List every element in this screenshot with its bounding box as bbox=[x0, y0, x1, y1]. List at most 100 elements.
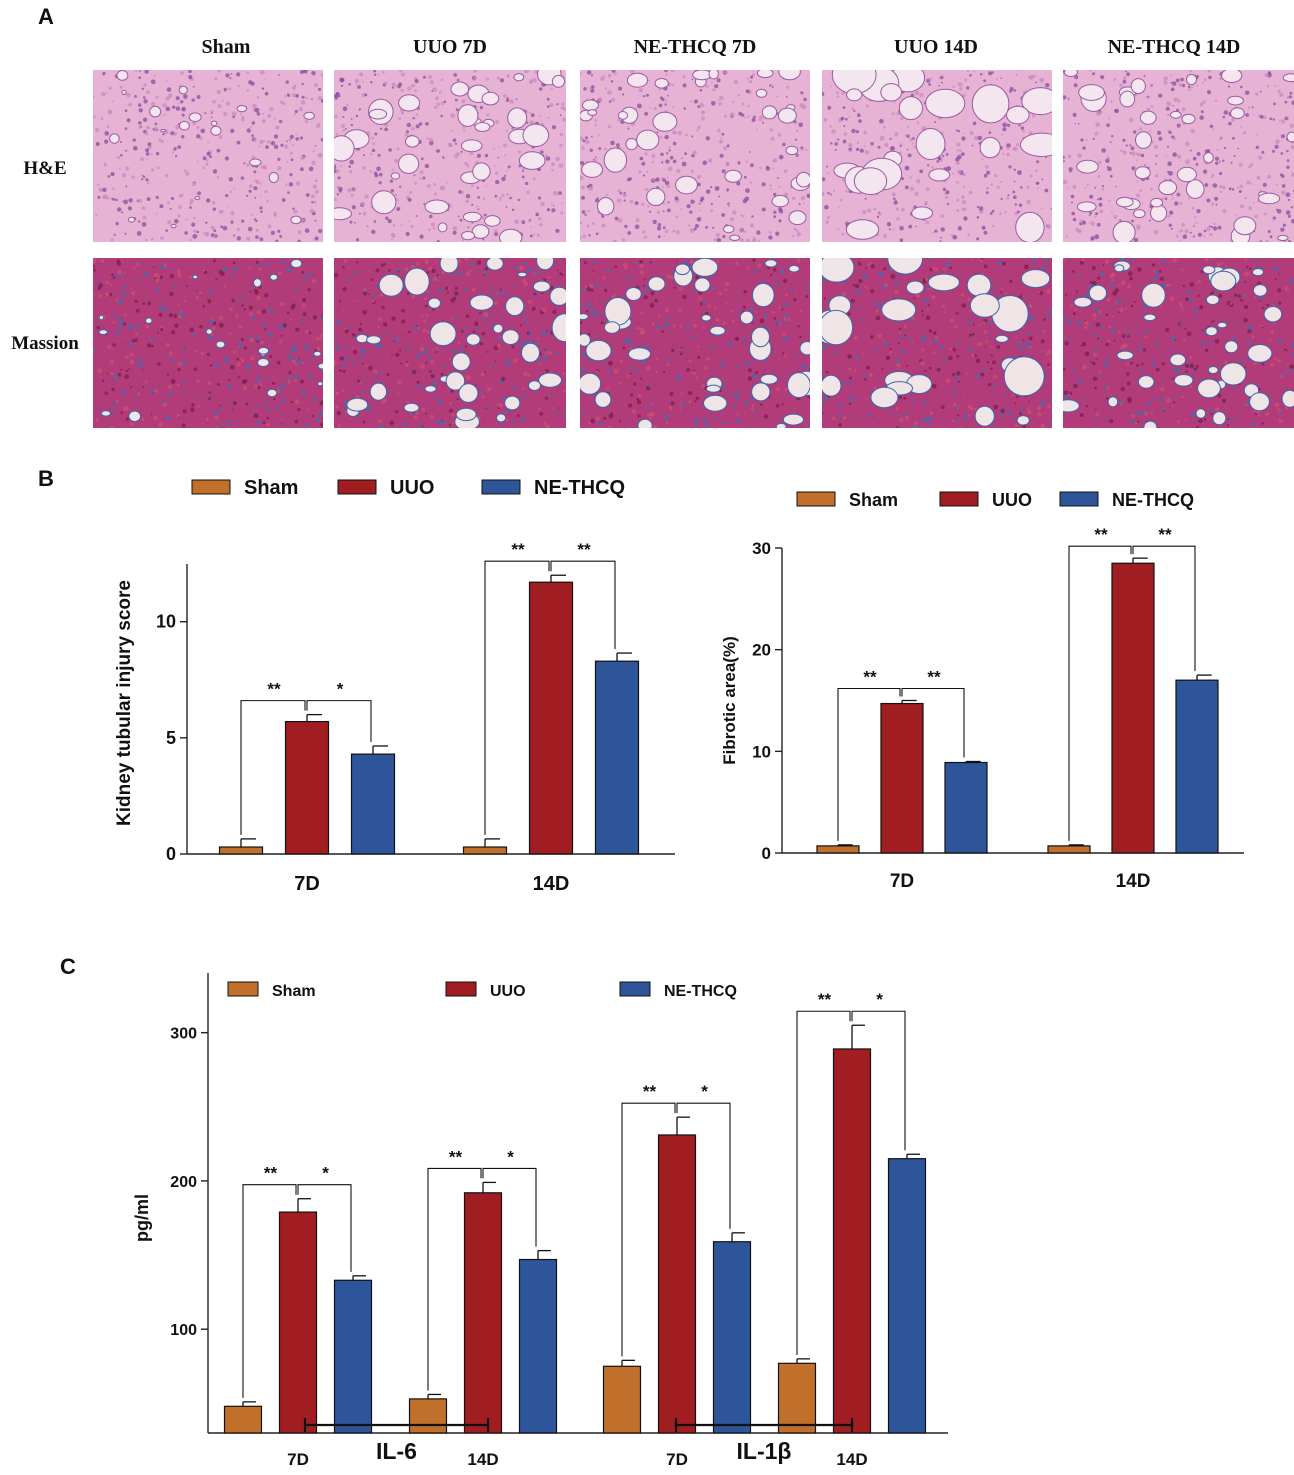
c-bar-nethcq-3 bbox=[887, 1158, 927, 1434]
b1-legend-swatch-nethcq bbox=[481, 479, 521, 495]
b1-bar-nethcq-0 bbox=[350, 753, 396, 855]
c-group-label-1: IL-1β bbox=[737, 1438, 792, 1464]
b1-sig-bracket-3 bbox=[550, 560, 616, 650]
b2-bar-sham-1 bbox=[1047, 845, 1091, 854]
c-sig-label-1: * bbox=[322, 1164, 329, 1183]
b1-legend-label-sham: Sham bbox=[244, 477, 298, 499]
c-sig-bracket-4 bbox=[621, 1102, 676, 1357]
c-x-label-0: 7D bbox=[287, 1450, 309, 1469]
c-bar-sham-2 bbox=[602, 1365, 642, 1434]
b2-sig-label-1: ** bbox=[927, 668, 941, 687]
panel-a-letter: A bbox=[38, 4, 54, 29]
c-bar-uuo-0 bbox=[278, 1211, 318, 1434]
b2-sig-bracket-1 bbox=[901, 687, 965, 758]
b1-legend-swatch-uuo bbox=[337, 479, 377, 495]
b2-sig-bracket-0 bbox=[837, 687, 901, 841]
b1-bar-uuo-0 bbox=[284, 720, 330, 855]
b1-sig-label-2: ** bbox=[511, 540, 525, 559]
c-bar-uuo-2 bbox=[657, 1134, 697, 1434]
b2-bar-nethcq-1 bbox=[1175, 679, 1219, 854]
b2-legend-swatch-nethcq bbox=[1059, 491, 1099, 507]
c-y-label: pg/ml bbox=[132, 1194, 152, 1242]
micrograph-he-uuo-14d bbox=[822, 70, 1052, 242]
panel-c-letter: C bbox=[60, 954, 76, 979]
column-header-nethcq-7d: NE-THCQ 7D bbox=[633, 36, 757, 58]
micrograph-he-uuo-7d bbox=[334, 70, 566, 242]
b1-sig-label-0: ** bbox=[267, 680, 281, 699]
b1-ytick-label-1: 5 bbox=[166, 728, 176, 748]
column-header-sham: Sham bbox=[201, 36, 251, 58]
b2-sig-bracket-2 bbox=[1068, 545, 1132, 841]
c-legend-label-uuo: UUO bbox=[490, 983, 526, 1000]
c-sig-bracket-3 bbox=[482, 1167, 537, 1247]
c-legend-label-nethcq: NE-THCQ bbox=[664, 983, 737, 1000]
micrograph-masson-uuo-14d bbox=[822, 258, 1052, 428]
c-sig-bracket-7 bbox=[851, 1010, 906, 1151]
micrograph-masson-uuo-7d bbox=[334, 258, 566, 428]
c-sig-label-5: * bbox=[701, 1082, 708, 1101]
b1-legend-label-nethcq: NE-THCQ bbox=[534, 477, 625, 499]
c-bar-sham-0 bbox=[223, 1405, 263, 1434]
c-sig-bracket-1 bbox=[297, 1184, 352, 1272]
b1-x-label-1: 14D bbox=[533, 873, 570, 895]
b1-ytick-label-0: 0 bbox=[166, 844, 176, 864]
c-ytick-label-0: 100 bbox=[170, 1322, 197, 1339]
c-ytick-label-2: 300 bbox=[170, 1026, 197, 1043]
c-sig-label-4: ** bbox=[643, 1082, 657, 1101]
c-legend-swatch-nethcq bbox=[619, 981, 651, 997]
c-group-label-0: IL-6 bbox=[376, 1438, 417, 1464]
c-sig-label-7: * bbox=[876, 990, 883, 1009]
c-legend-label-sham: Sham bbox=[272, 983, 316, 1000]
c-ytick-label-1: 200 bbox=[170, 1174, 197, 1191]
b1-y-label: Kidney tubular injury score bbox=[114, 580, 135, 826]
c-legend-swatch-uuo bbox=[445, 981, 477, 997]
b1-x-label-0: 7D bbox=[294, 873, 320, 895]
micrograph-he-nethcq-7d bbox=[580, 70, 810, 242]
c-sig-bracket-5 bbox=[676, 1102, 731, 1229]
b2-ytick-label-1: 10 bbox=[752, 742, 771, 761]
micrograph-he-nethcq-14d bbox=[1063, 70, 1294, 242]
c-sig-label-6: ** bbox=[818, 990, 832, 1009]
micrograph-masson-nethcq-7d bbox=[580, 258, 810, 428]
b2-bar-uuo-0 bbox=[880, 702, 924, 854]
column-header-uuo-14d: UUO 14D bbox=[894, 36, 978, 58]
b2-legend-label-uuo: UUO bbox=[992, 490, 1032, 510]
b1-legend-label-uuo: UUO bbox=[390, 477, 434, 499]
b1-bar-nethcq-1 bbox=[594, 660, 640, 855]
b2-sig-bracket-3 bbox=[1132, 545, 1196, 672]
b2-bar-nethcq-0 bbox=[944, 761, 988, 854]
b1-ytick-label-2: 10 bbox=[156, 612, 176, 632]
c-x-label-1: 14D bbox=[467, 1450, 498, 1469]
c-bar-sham-1 bbox=[408, 1398, 448, 1434]
c-bar-nethcq-0 bbox=[333, 1279, 373, 1434]
b2-bar-uuo-1 bbox=[1111, 562, 1155, 854]
panel-b-letter: B bbox=[38, 466, 54, 491]
b1-bar-sham-0 bbox=[218, 846, 264, 855]
b2-bar-sham-0 bbox=[816, 845, 860, 854]
b1-sig-bracket-2 bbox=[484, 560, 550, 835]
b2-legend-swatch-uuo bbox=[939, 491, 979, 507]
c-legend-swatch-sham bbox=[227, 981, 259, 997]
c-sig-bracket-6 bbox=[796, 1010, 851, 1355]
b2-sig-label-2: ** bbox=[1094, 525, 1108, 544]
chart-tubular-injury: 0 5 10 Kidney tubular injury score 7D 14D ** **… bbox=[114, 477, 675, 895]
b1-sig-label-3: ** bbox=[577, 540, 591, 559]
b2-ytick-label-0: 0 bbox=[762, 844, 771, 863]
b1-sig-bracket-1 bbox=[306, 700, 372, 742]
b1-sig-bracket-0 bbox=[240, 700, 306, 835]
b2-x-label-1: 14D bbox=[1116, 871, 1151, 892]
c-x-label-3: 14D bbox=[836, 1450, 867, 1469]
c-bar-uuo-1 bbox=[463, 1192, 503, 1434]
c-sig-label-3: * bbox=[507, 1147, 514, 1166]
b1-bar-uuo-1 bbox=[528, 581, 574, 855]
b2-sig-label-0: ** bbox=[863, 668, 877, 687]
b2-x-label-0: 7D bbox=[890, 871, 914, 892]
c-sig-bracket-0 bbox=[242, 1184, 297, 1398]
row-label-he: H&E bbox=[23, 158, 67, 179]
micrograph-masson-nethcq-14d bbox=[1063, 258, 1294, 428]
micrograph-he-sham bbox=[93, 70, 323, 242]
column-header-uuo-7d: UUO 7D bbox=[413, 36, 487, 58]
b2-legend-label-nethcq: NE-THCQ bbox=[1112, 490, 1194, 510]
c-sig-bracket-2 bbox=[427, 1167, 482, 1391]
